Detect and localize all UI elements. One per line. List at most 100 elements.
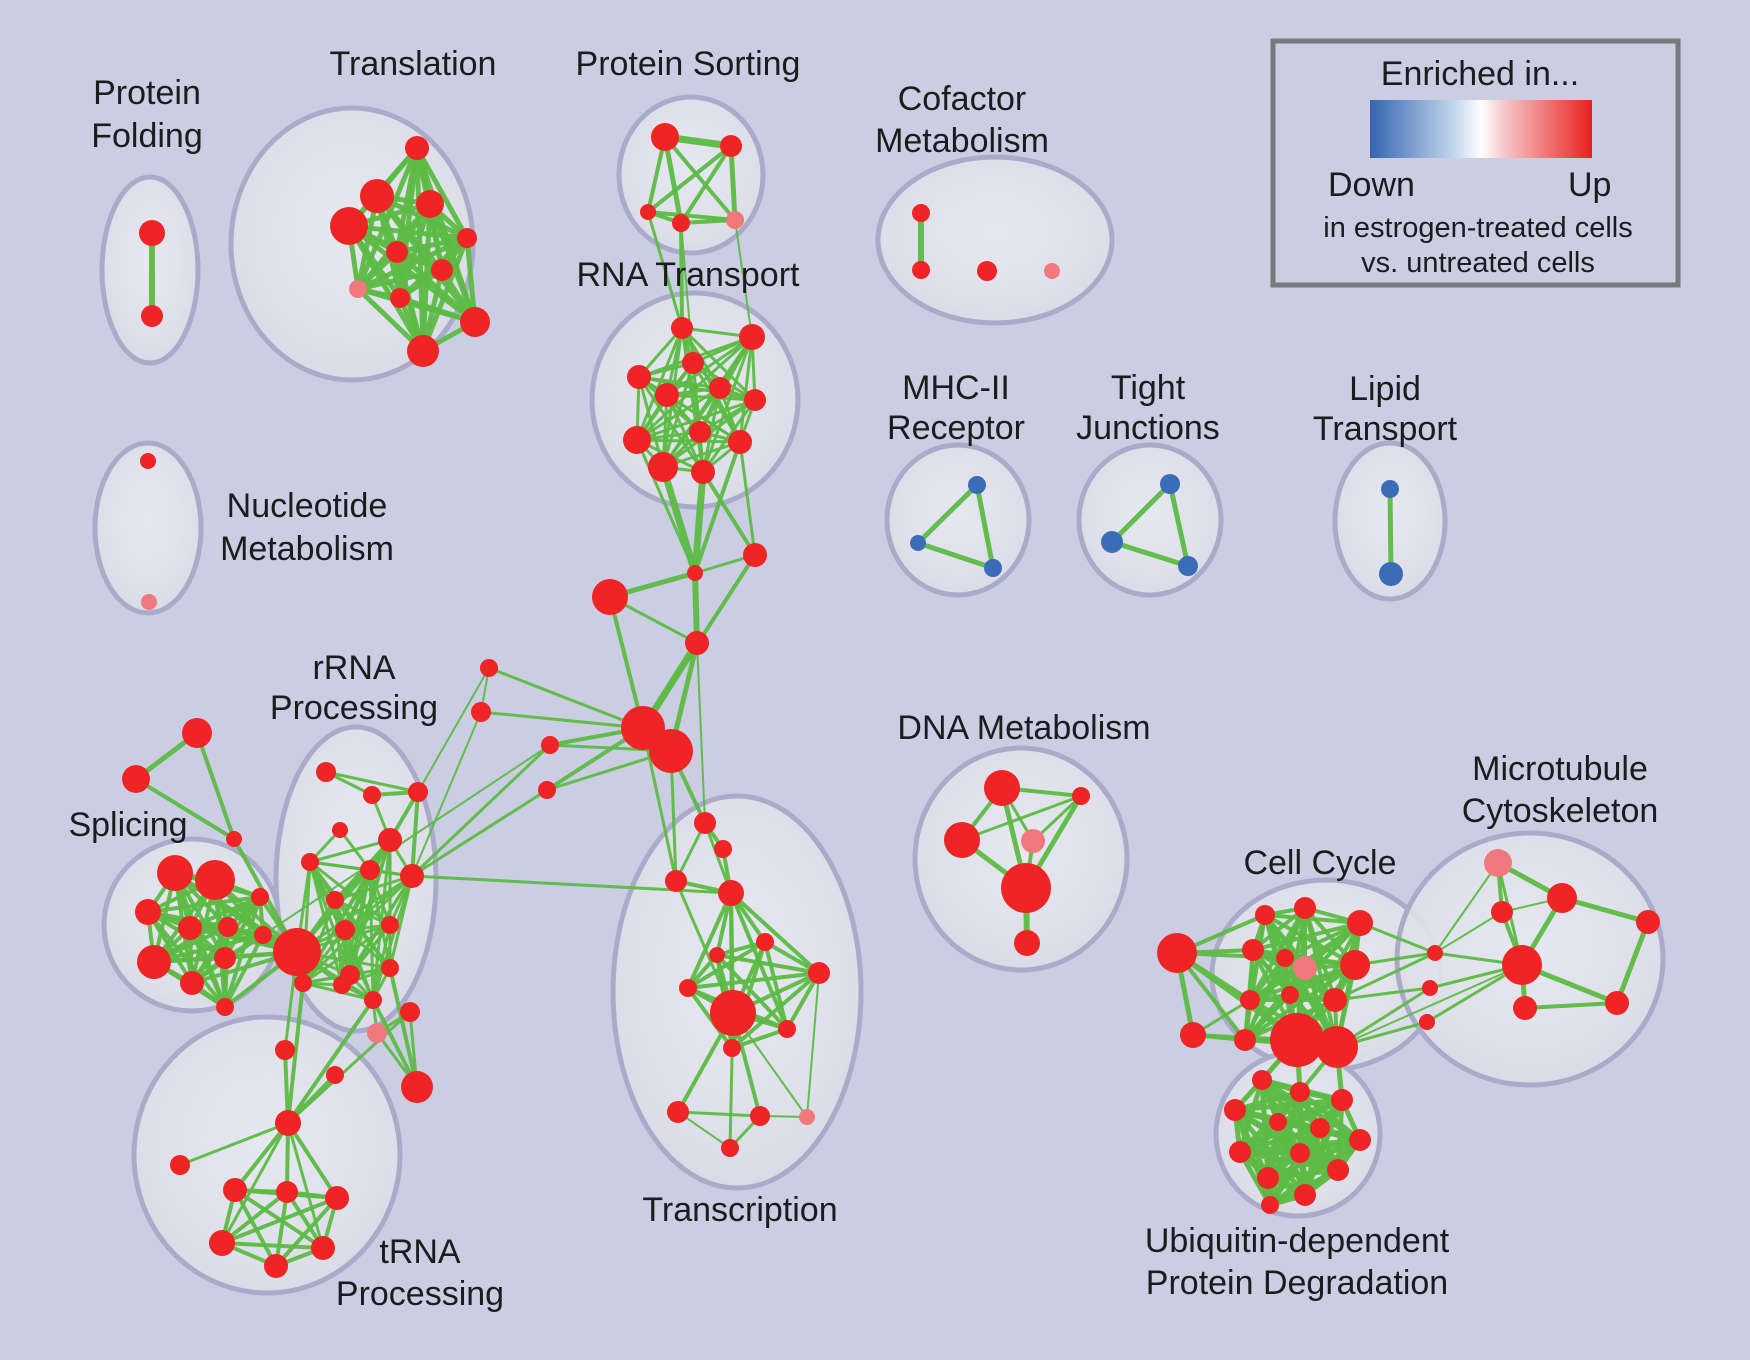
gene-set-node[interactable] — [332, 822, 348, 838]
gene-set-node[interactable] — [744, 389, 766, 411]
gene-set-node[interactable] — [649, 729, 693, 773]
gene-set-node[interactable] — [672, 214, 690, 232]
gene-set-node[interactable] — [223, 1178, 247, 1202]
gene-set-node[interactable] — [723, 1039, 741, 1057]
gene-set-node[interactable] — [728, 430, 752, 454]
gene-set-node[interactable] — [122, 765, 150, 793]
gene-set-node[interactable] — [687, 565, 703, 581]
gene-set-node[interactable] — [1255, 905, 1275, 925]
gene-set-node[interactable] — [170, 1155, 190, 1175]
gene-set-node[interactable] — [623, 426, 651, 454]
gene-set-node[interactable] — [276, 1181, 298, 1203]
gene-set-node[interactable] — [254, 926, 272, 944]
gene-set-node[interactable] — [968, 476, 986, 494]
gene-set-node[interactable] — [1323, 988, 1347, 1012]
gene-set-node[interactable] — [1294, 1184, 1316, 1206]
gene-set-node[interactable] — [1316, 1026, 1358, 1068]
gene-set-node[interactable] — [335, 920, 355, 940]
gene-set-node[interactable] — [1178, 556, 1198, 576]
gene-set-node[interactable] — [1427, 945, 1443, 961]
gene-set-node[interactable] — [330, 207, 368, 245]
gene-set-node[interactable] — [640, 204, 656, 220]
gene-set-node[interactable] — [721, 1139, 739, 1157]
gene-set-node[interactable] — [209, 1230, 235, 1256]
gene-set-node[interactable] — [682, 352, 704, 374]
gene-set-node[interactable] — [214, 947, 236, 969]
gene-set-node[interactable] — [273, 928, 321, 976]
gene-set-node[interactable] — [226, 831, 242, 847]
gene-set-node[interactable] — [1252, 1070, 1272, 1090]
gene-set-node[interactable] — [778, 1020, 796, 1038]
gene-set-node[interactable] — [1269, 1113, 1287, 1131]
gene-set-node[interactable] — [679, 979, 697, 997]
gene-set-node[interactable] — [689, 421, 711, 443]
gene-set-node[interactable] — [139, 220, 165, 246]
gene-set-node[interactable] — [457, 228, 477, 248]
gene-set-node[interactable] — [1347, 910, 1373, 936]
gene-set-node[interactable] — [1349, 1129, 1371, 1151]
gene-set-node[interactable] — [400, 864, 424, 888]
gene-set-node[interactable] — [1101, 531, 1123, 553]
gene-set-node[interactable] — [541, 736, 559, 754]
gene-set-node[interactable] — [912, 261, 930, 279]
gene-set-node[interactable] — [408, 782, 428, 802]
gene-set-node[interactable] — [718, 880, 744, 906]
gene-set-node[interactable] — [1270, 1013, 1324, 1067]
gene-set-node[interactable] — [405, 136, 429, 160]
gene-set-node[interactable] — [648, 452, 678, 482]
gene-set-node[interactable] — [743, 543, 767, 567]
gene-set-node[interactable] — [178, 916, 202, 940]
gene-set-node[interactable] — [1491, 901, 1513, 923]
gene-set-node[interactable] — [671, 317, 693, 339]
gene-set-node[interactable] — [360, 860, 380, 880]
gene-set-node[interactable] — [808, 962, 830, 984]
gene-set-node[interactable] — [275, 1110, 301, 1136]
gene-set-node[interactable] — [1072, 787, 1090, 805]
gene-set-node[interactable] — [714, 840, 732, 858]
gene-set-node[interactable] — [1229, 1141, 1251, 1163]
gene-set-node[interactable] — [592, 579, 628, 615]
gene-set-node[interactable] — [694, 812, 716, 834]
gene-set-node[interactable] — [1502, 945, 1542, 985]
gene-set-node[interactable] — [710, 990, 756, 1036]
gene-set-node[interactable] — [460, 307, 490, 337]
gene-set-node[interactable] — [627, 365, 651, 389]
gene-set-node[interactable] — [1605, 991, 1629, 1015]
gene-set-node[interactable] — [294, 974, 312, 992]
gene-set-node[interactable] — [1484, 849, 1512, 877]
gene-set-node[interactable] — [739, 324, 765, 350]
gene-set-node[interactable] — [1021, 829, 1045, 853]
gene-set-node[interactable] — [1240, 990, 1260, 1010]
gene-set-node[interactable] — [1157, 933, 1197, 973]
gene-set-node[interactable] — [182, 718, 212, 748]
gene-set-node[interactable] — [251, 888, 269, 906]
gene-set-node[interactable] — [984, 770, 1020, 806]
gene-set-node[interactable] — [381, 959, 399, 977]
gene-set-node[interactable] — [363, 786, 381, 804]
gene-set-node[interactable] — [135, 899, 161, 925]
gene-set-node[interactable] — [275, 1040, 295, 1060]
gene-set-node[interactable] — [799, 1109, 815, 1125]
gene-set-node[interactable] — [216, 998, 234, 1016]
gene-set-node[interactable] — [1160, 474, 1180, 494]
gene-set-node[interactable] — [301, 853, 319, 871]
gene-set-node[interactable] — [326, 1066, 344, 1084]
gene-set-node[interactable] — [665, 870, 687, 892]
gene-set-node[interactable] — [400, 1002, 420, 1022]
gene-set-node[interactable] — [1294, 897, 1316, 919]
gene-set-node[interactable] — [1340, 950, 1370, 980]
gene-set-node[interactable] — [910, 535, 926, 551]
gene-set-node[interactable] — [333, 976, 351, 994]
gene-set-node[interactable] — [1261, 1196, 1279, 1214]
gene-set-node[interactable] — [1327, 1159, 1349, 1181]
gene-set-node[interactable] — [1044, 263, 1060, 279]
gene-set-node[interactable] — [140, 453, 156, 469]
gene-set-node[interactable] — [944, 822, 980, 858]
gene-set-node[interactable] — [1293, 956, 1317, 980]
gene-set-node[interactable] — [1310, 1118, 1330, 1138]
gene-set-node[interactable] — [1422, 980, 1438, 996]
gene-set-node[interactable] — [1001, 863, 1051, 913]
gene-set-node[interactable] — [1242, 939, 1264, 961]
gene-set-node[interactable] — [480, 659, 498, 677]
gene-set-node[interactable] — [1379, 562, 1403, 586]
